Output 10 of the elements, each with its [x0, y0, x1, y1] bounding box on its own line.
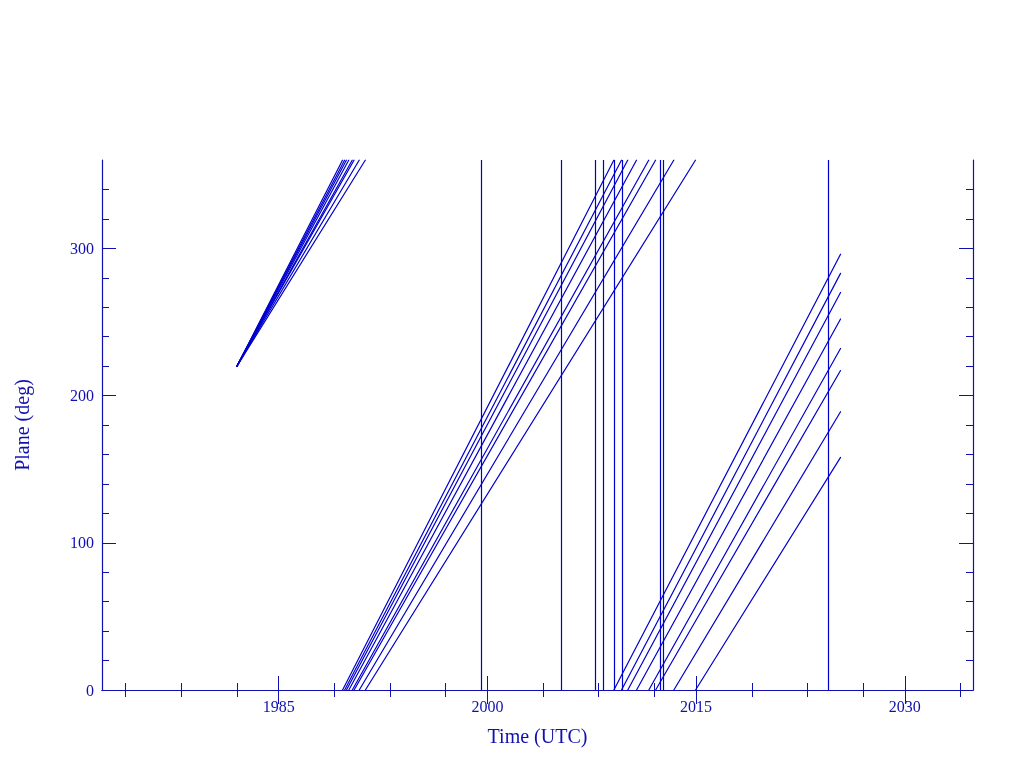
- y-axis-title: Plane (deg): [11, 379, 34, 471]
- y-tick-label: 100: [70, 534, 94, 552]
- x-tick-label: 2000: [471, 697, 504, 715]
- x-tick-label: 1985: [262, 697, 295, 715]
- y-tick-label: 0: [86, 681, 94, 699]
- y-tick-label: 300: [70, 239, 94, 257]
- x-tick-label: 2030: [888, 697, 921, 715]
- x-axis-title: Time (UTC): [487, 725, 588, 748]
- y-tick-label: 200: [70, 387, 94, 405]
- x-tick-label: 2015: [680, 697, 713, 715]
